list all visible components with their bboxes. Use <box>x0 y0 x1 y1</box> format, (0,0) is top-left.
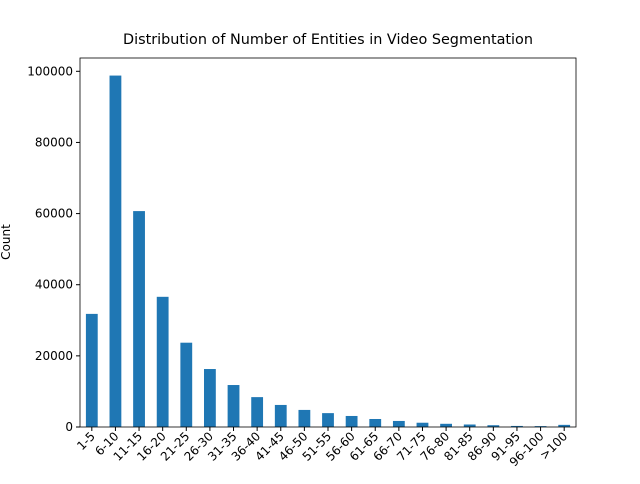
bar <box>369 418 382 427</box>
bar <box>322 413 334 427</box>
bar <box>156 296 169 427</box>
bar <box>534 426 547 427</box>
bar <box>133 211 145 427</box>
bar <box>251 397 264 427</box>
bar <box>274 404 287 427</box>
y-tick-label: 80000 <box>35 135 73 149</box>
y-tick-label: 100000 <box>27 64 73 78</box>
y-tick-label: 40000 <box>35 278 73 292</box>
bar <box>487 425 500 427</box>
y-axis-label: Count <box>0 224 13 260</box>
chart-title: Distribution of Number of Entities in Vi… <box>123 32 533 48</box>
y-tick-label: 60000 <box>35 207 73 221</box>
bar <box>204 369 216 427</box>
bar <box>416 422 429 427</box>
bar <box>440 423 452 427</box>
bar <box>463 424 476 427</box>
x-tick-label: >100 <box>537 429 570 462</box>
bar <box>345 415 358 427</box>
bar <box>85 313 98 427</box>
y-tick-label: 20000 <box>35 349 73 363</box>
bar <box>298 409 311 427</box>
bar <box>392 420 405 427</box>
plot-frame <box>79 57 577 428</box>
bar <box>227 385 240 427</box>
bar <box>180 342 193 427</box>
bar <box>109 75 122 428</box>
bar <box>558 424 571 427</box>
y-tick-label: 0 <box>65 420 73 434</box>
bar <box>511 425 523 427</box>
